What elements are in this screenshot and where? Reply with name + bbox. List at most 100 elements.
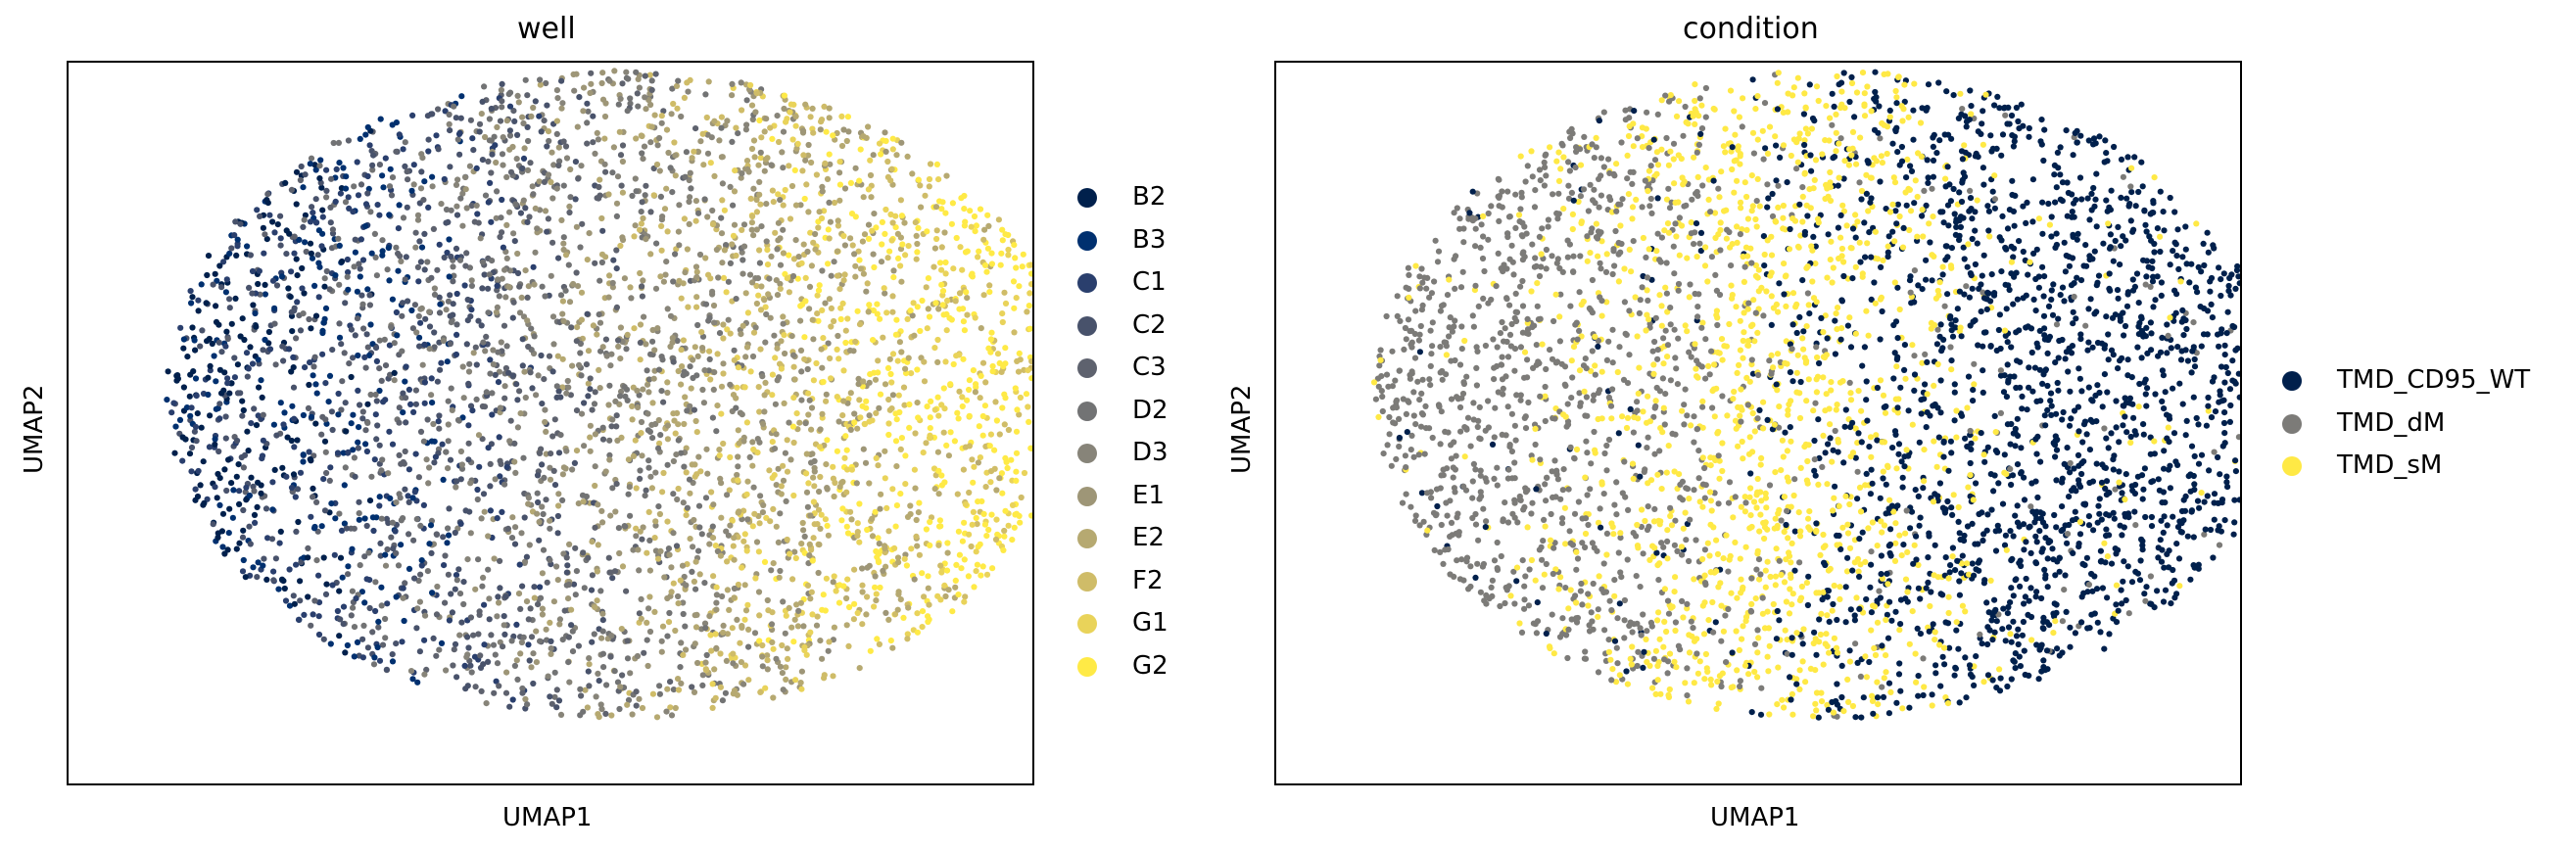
data-point <box>351 183 358 190</box>
data-point <box>874 636 881 642</box>
data-point <box>310 611 316 618</box>
data-point <box>355 387 361 394</box>
data-point <box>1600 491 1607 497</box>
data-point <box>511 238 518 245</box>
data-point <box>2059 618 2066 625</box>
data-point <box>236 500 243 507</box>
data-point <box>912 430 919 437</box>
data-point <box>1464 414 1472 421</box>
data-point <box>671 139 678 146</box>
data-point <box>431 438 438 445</box>
data-point <box>534 510 541 517</box>
data-point <box>553 118 560 124</box>
data-point <box>514 92 521 99</box>
data-point <box>983 571 991 578</box>
data-point <box>649 400 656 406</box>
data-point <box>854 520 861 527</box>
data-point <box>669 189 676 196</box>
data-point <box>256 384 262 391</box>
data-point <box>840 277 847 284</box>
data-point <box>459 222 466 229</box>
data-point <box>640 156 646 163</box>
data-point <box>847 390 854 397</box>
data-point <box>321 275 328 282</box>
data-point <box>1017 519 1024 526</box>
data-point <box>489 411 496 418</box>
data-point <box>938 281 945 288</box>
data-point <box>805 390 812 397</box>
data-point <box>675 77 682 84</box>
data-point <box>547 525 553 532</box>
data-point <box>825 340 832 347</box>
data-point <box>656 440 663 447</box>
data-point <box>914 610 921 617</box>
data-point <box>935 412 942 419</box>
data-point <box>723 242 730 249</box>
data-point <box>769 371 777 378</box>
data-point <box>769 187 777 194</box>
data-point <box>516 309 524 316</box>
data-point <box>189 294 196 301</box>
data-point <box>958 195 965 202</box>
data-point <box>530 104 537 112</box>
data-point <box>270 577 277 584</box>
data-point <box>961 519 968 526</box>
data-point <box>670 278 677 285</box>
data-point <box>286 566 293 573</box>
data-point <box>601 161 608 167</box>
data-point <box>935 542 942 548</box>
data-point <box>1002 345 1009 352</box>
data-point <box>869 227 876 234</box>
data-point <box>343 525 350 532</box>
data-point <box>687 194 693 201</box>
data-point <box>819 307 826 313</box>
data-point <box>935 467 942 474</box>
data-point <box>330 139 337 147</box>
data-point <box>560 182 567 189</box>
data-point <box>1579 601 1586 608</box>
data-point <box>793 145 800 152</box>
data-point <box>637 467 644 474</box>
data-point <box>902 452 909 459</box>
data-point <box>819 267 826 274</box>
data-point <box>708 647 715 654</box>
data-point <box>452 640 459 648</box>
data-point <box>810 239 817 246</box>
data-point <box>307 218 314 225</box>
data-point <box>675 367 682 375</box>
data-point <box>596 366 602 373</box>
data-point <box>192 423 199 430</box>
data-point <box>863 611 870 618</box>
data-point <box>991 447 998 453</box>
data-point <box>445 571 452 578</box>
data-point <box>578 372 585 379</box>
data-point <box>356 260 362 267</box>
data-point <box>956 290 964 297</box>
data-point <box>673 451 680 458</box>
data-point <box>655 503 662 510</box>
data-point <box>493 214 500 221</box>
data-point <box>525 343 532 351</box>
data-point <box>711 369 718 376</box>
data-point <box>995 216 1003 223</box>
data-point <box>709 414 717 421</box>
data-point <box>610 257 617 263</box>
data-point <box>297 176 304 184</box>
data-point <box>1028 445 1032 451</box>
data-point <box>453 484 459 491</box>
data-point <box>440 476 447 483</box>
data-point <box>1437 308 1444 314</box>
data-point <box>540 510 547 518</box>
data-point <box>623 346 630 353</box>
data-point <box>1829 90 1836 97</box>
data-point <box>788 624 795 631</box>
data-point <box>635 403 642 411</box>
data-point <box>1829 279 1836 286</box>
data-point <box>361 599 368 606</box>
data-point <box>358 181 365 188</box>
data-point <box>323 187 330 194</box>
data-point <box>365 549 372 556</box>
data-point <box>573 338 580 345</box>
data-point <box>374 422 381 429</box>
data-point <box>553 383 560 390</box>
